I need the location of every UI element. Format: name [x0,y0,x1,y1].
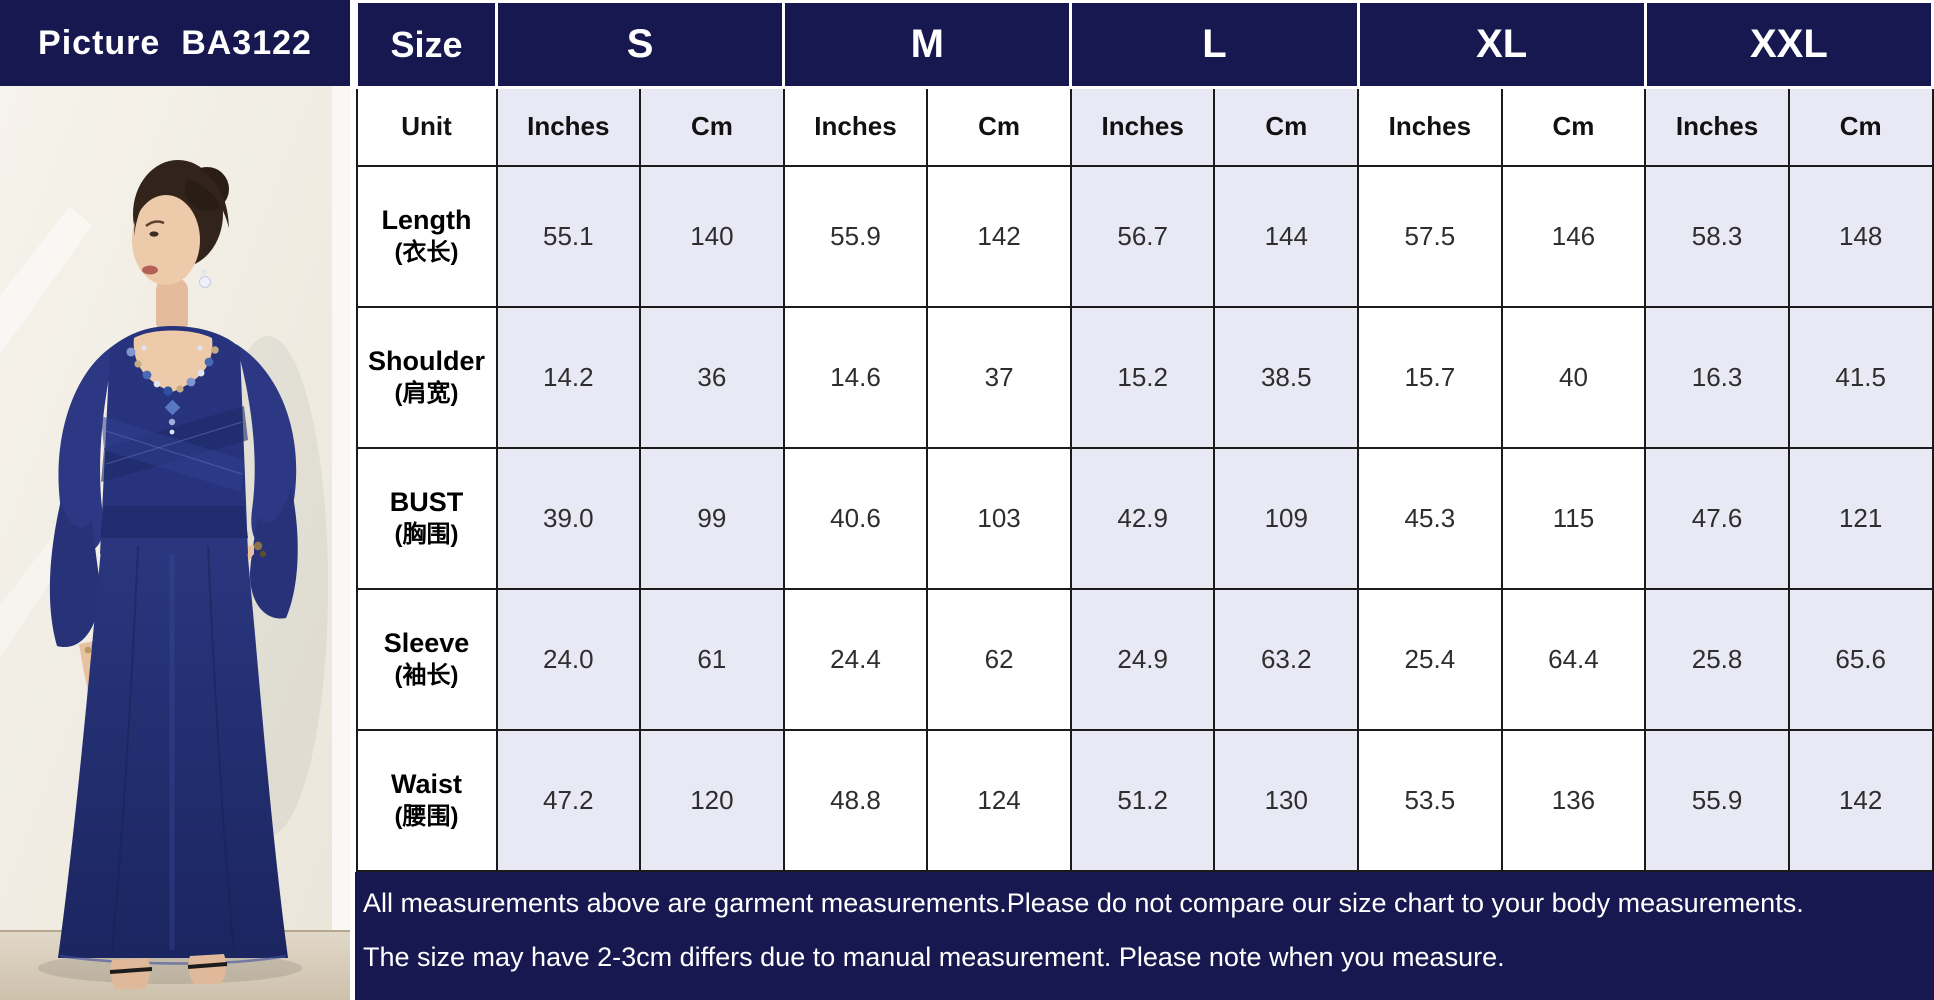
size-chart-area: Size S M L XL XXL Unit Inches Cm Inches … [355,0,1934,1000]
measurement-cell: 99 [639,446,785,590]
size-chart-table: Size S M L XL XXL Unit Inches Cm Inches … [355,0,1934,872]
measurement-cell: 65.6 [1787,587,1934,731]
measurement-cell: 14.2 [495,305,642,449]
measurement-cell: 38.5 [1213,305,1360,449]
unit-label-cell: Unit [355,86,498,167]
picture-title: Picture BA3122 [38,23,312,62]
table-row-shoulder: Shoulder (肩宽) 14.2 36 14.6 37 15.2 38.5 … [355,305,1934,449]
measurement-cell: 55.1 [495,164,642,308]
note-line-1: All measurements above are garment measu… [363,887,1804,918]
neckline-embellishment [126,345,219,435]
row-label-bust: BUST (胸围) [355,446,498,590]
measurement-cell: 146 [1500,164,1647,308]
row-label-waist: Waist (腰围) [355,728,498,872]
measurement-cell: 53.5 [1357,728,1503,872]
measurement-cell: 142 [1787,728,1934,872]
size-col-header-l: L [1069,0,1360,89]
measurement-cell: 63.2 [1213,587,1360,731]
unit-cell: Cm [1787,86,1934,167]
measurement-cell: 136 [1500,728,1647,872]
unit-cell: Cm [1500,86,1647,167]
measurement-cell: 115 [1500,446,1647,590]
table-row-sleeve: Sleeve (袖长) 24.0 61 24.4 62 24.9 63.2 25… [355,587,1934,731]
table-row-waist: Waist (腰围) 47.2 120 48.8 124 51.2 130 53… [355,728,1934,872]
measurement-cell: 148 [1787,164,1934,308]
measurement-cell: 47.6 [1644,446,1790,590]
measurement-cell: 124 [926,728,1072,872]
unit-row: Unit Inches Cm Inches Cm Inches Cm Inche… [355,86,1934,167]
measurement-cell: 36 [639,305,785,449]
measurement-cell: 25.4 [1357,587,1503,731]
measurement-cell: 103 [926,446,1072,590]
measurement-cell: 39.0 [495,446,642,590]
measurement-cell: 64.4 [1500,587,1647,731]
unit-cell: Cm [1213,86,1360,167]
measurement-cell: 109 [1213,446,1360,590]
picture-panel-header: Picture BA3122 [0,0,350,86]
measurement-cell: 144 [1213,164,1360,308]
measurement-cell: 15.7 [1357,305,1503,449]
row-label-shoulder: Shoulder (肩宽) [355,305,498,449]
measurement-cell: 51.2 [1069,728,1216,872]
measurement-cell: 48.8 [782,728,929,872]
measurement-cell: 24.9 [1069,587,1216,731]
measurement-cell: 140 [639,164,785,308]
unit-cell: Cm [926,86,1072,167]
size-col-header-xxl: XXL [1643,0,1934,89]
measurement-cell: 58.3 [1644,164,1790,308]
size-col-header-s: S [494,0,786,89]
unit-cell: Cm [639,86,785,167]
picture-panel: Picture BA3122 [0,0,350,1000]
measurement-cell: 121 [1787,446,1934,590]
measurement-notes: All measurements above are garment measu… [355,871,1934,1000]
table-row-length: Length (衣长) 55.1 140 55.9 142 56.7 144 5… [355,164,1934,308]
row-label-length: Length (衣长) [355,164,498,308]
measurement-cell: 24.4 [782,587,929,731]
size-header-row: Size S M L XL XXL [355,0,1934,89]
measurement-cell: 61 [639,587,785,731]
measurement-cell: 24.0 [495,587,642,731]
row-label-sleeve: Sleeve (袖长) [355,587,498,731]
measurement-cell: 47.2 [495,728,642,872]
measurement-cell: 37 [926,305,1072,449]
unit-cell: Inches [1644,86,1790,167]
model-figure [49,160,298,989]
measurement-cell: 130 [1213,728,1360,872]
measurement-cell: 62 [926,587,1072,731]
measurement-cell: 45.3 [1357,446,1503,590]
table-row-bust: BUST (胸围) 39.0 99 40.6 103 42.9 109 45.3… [355,446,1934,590]
measurement-cell: 57.5 [1357,164,1503,308]
measurement-cell: 42.9 [1069,446,1216,590]
size-col-header-xl: XL [1356,0,1647,89]
unit-cell: Inches [1357,86,1503,167]
note-line-2: The size may have 2-3cm differs due to m… [363,941,1505,972]
unit-cell: Inches [782,86,929,167]
measurement-cell: 55.9 [1644,728,1790,872]
unit-cell: Inches [495,86,642,167]
model-illustration [0,86,350,1000]
measurement-cell: 15.2 [1069,305,1216,449]
unit-cell: Inches [1069,86,1216,167]
measurement-cell: 142 [926,164,1072,308]
measurement-cell: 40.6 [782,446,929,590]
measurement-cell: 41.5 [1787,305,1934,449]
measurement-cell: 55.9 [782,164,929,308]
size-header-cell: Size [355,0,498,89]
measurement-cell: 120 [639,728,785,872]
measurement-cell: 16.3 [1644,305,1790,449]
size-col-header-m: M [782,0,1073,89]
measurement-cell: 56.7 [1069,164,1216,308]
product-photo [0,86,350,1000]
measurement-cell: 40 [1500,305,1647,449]
measurement-cell: 25.8 [1644,587,1790,731]
measurement-cell: 14.6 [782,305,929,449]
